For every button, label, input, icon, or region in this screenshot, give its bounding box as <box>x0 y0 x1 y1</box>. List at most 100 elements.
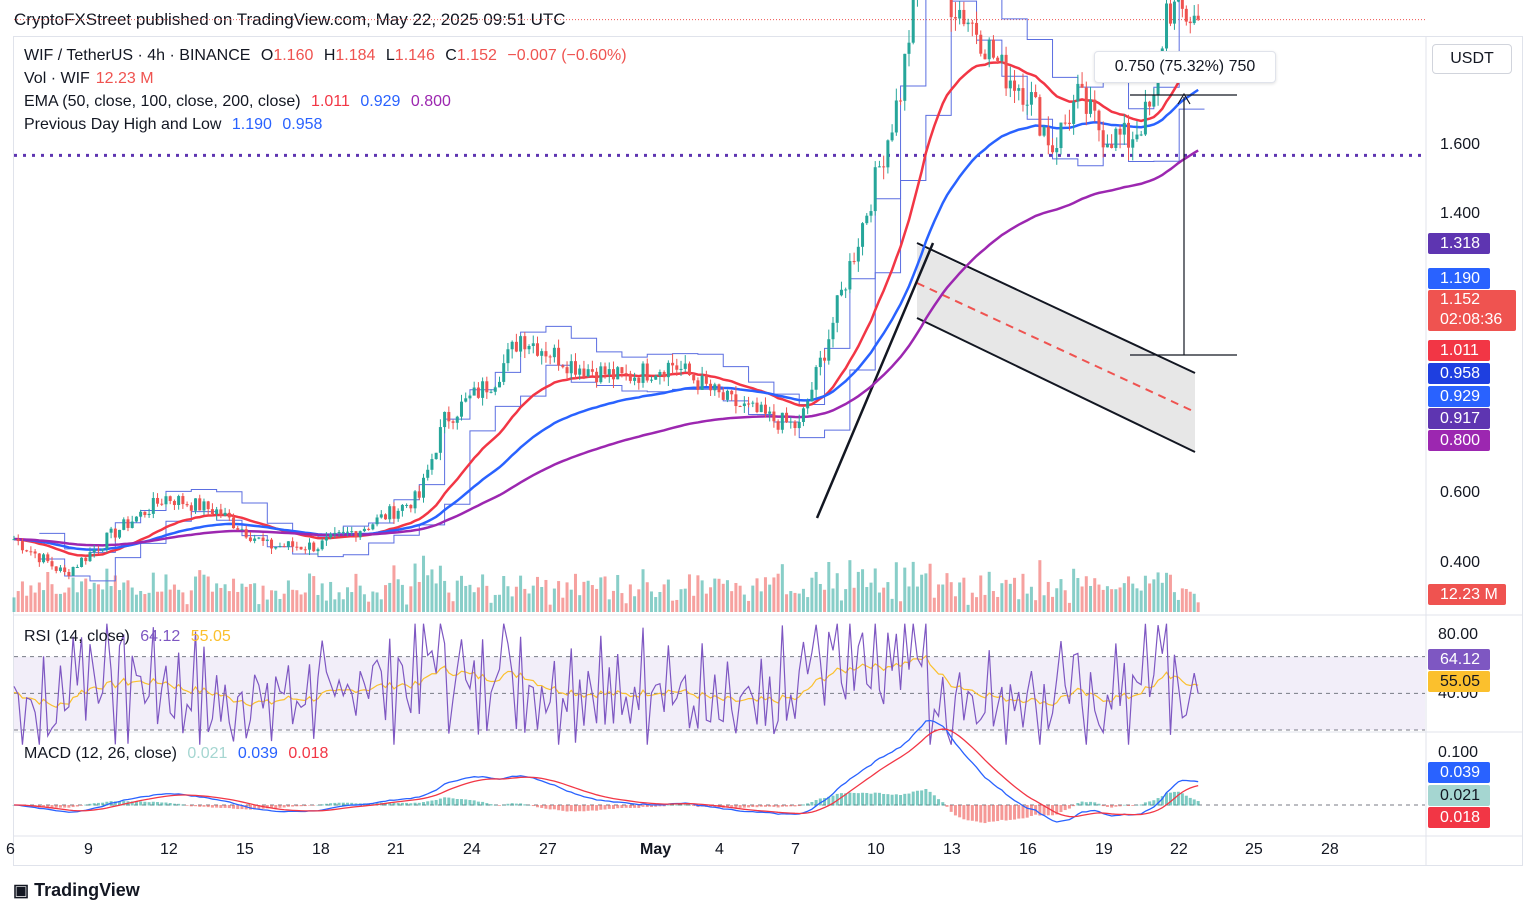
currency-button[interactable]: USDT <box>1432 44 1512 74</box>
volume-bar <box>958 582 962 612</box>
macd-hist-bar <box>1118 805 1122 807</box>
macd-hist-bar <box>1042 805 1046 816</box>
candle <box>785 412 789 423</box>
volume-bar <box>1025 593 1029 612</box>
candle <box>324 537 328 541</box>
candle <box>713 384 717 391</box>
candle <box>1143 101 1147 135</box>
candle <box>248 537 252 541</box>
volume-bar <box>299 594 303 612</box>
volume-bar <box>687 574 691 612</box>
candle <box>844 289 848 291</box>
volume-bar <box>683 588 687 612</box>
ema-label[interactable]: EMA (50, close, 100, close, 200, close) <box>24 93 301 110</box>
macd-hist-bar <box>333 802 337 806</box>
time-tick: 19 <box>1095 841 1113 858</box>
macd-hist-bar <box>839 793 843 806</box>
candle <box>493 387 497 392</box>
volume-bar <box>1034 600 1038 612</box>
volume-bar <box>1160 582 1164 612</box>
ema-legend: EMA (50, close, 100, close, 200, close) … <box>24 93 457 111</box>
macd-hist-bar <box>476 801 480 806</box>
candle <box>240 529 244 531</box>
volume-bar <box>105 568 109 612</box>
volume-bar <box>962 577 966 612</box>
pdhl-label[interactable]: Previous Day High and Low <box>24 116 222 133</box>
candle <box>970 22 974 24</box>
candle <box>481 381 485 398</box>
macd-hist-bar <box>742 805 746 808</box>
candle <box>358 531 362 538</box>
volume-bar <box>1072 568 1076 612</box>
macd-label[interactable]: MACD (12, 26, close) <box>24 745 177 762</box>
candle <box>223 512 227 516</box>
volume-label[interactable]: Vol · WIF <box>24 70 90 87</box>
volume-bar <box>569 589 573 612</box>
candle <box>502 363 506 382</box>
macd-hist-bar <box>96 802 100 806</box>
candle <box>143 511 147 516</box>
candle <box>987 39 991 60</box>
volume-bar <box>578 595 582 612</box>
volume-bar <box>953 596 957 612</box>
candle <box>759 404 763 413</box>
volume-bar <box>189 590 193 612</box>
candle <box>405 504 409 506</box>
macd-hist-bar <box>1110 805 1114 808</box>
candle <box>312 542 316 552</box>
candle <box>219 509 223 516</box>
volume-bar <box>1156 572 1160 612</box>
volume-bar <box>426 575 430 612</box>
ema200-value: 0.800 <box>410 93 451 110</box>
macd-hist-bar <box>497 805 501 806</box>
rsi-label[interactable]: RSI (14, close) <box>24 628 130 645</box>
macd-hist-bar <box>924 789 928 806</box>
volume-bar <box>835 573 839 612</box>
macd-hist-bar <box>856 793 860 806</box>
volume-bar <box>540 586 544 612</box>
candle <box>409 504 413 509</box>
volume-bar <box>890 598 894 612</box>
volume-bar <box>472 592 476 612</box>
candle <box>88 552 92 562</box>
volume-bar <box>675 599 679 612</box>
symbol-name[interactable]: WIF / TetherUS · 4h · BINANCE <box>24 47 251 64</box>
macd-hist-bar <box>160 802 164 806</box>
volume-bar <box>755 578 759 612</box>
volume-bar <box>240 583 244 612</box>
volume-bar <box>219 587 223 612</box>
macd-hist-bar <box>1080 801 1084 806</box>
macd-hist-bar <box>1184 795 1188 806</box>
candle <box>71 567 75 576</box>
time-tick: 6 <box>6 841 15 858</box>
macd-hist-bar <box>303 805 307 807</box>
candle <box>1046 127 1050 146</box>
measure-label: 0.750 (75.32%) 750 <box>1094 51 1276 83</box>
volume-bar <box>248 584 252 612</box>
macd-hist-bar <box>801 804 805 806</box>
volume-bar <box>658 591 662 612</box>
candle <box>160 503 164 505</box>
volume-bar <box>316 594 320 612</box>
volume-bar <box>970 592 974 612</box>
volume-bar <box>1172 592 1176 612</box>
channel-mid <box>916 282 1196 413</box>
candle <box>700 375 704 390</box>
macd-hist-bar <box>198 805 202 807</box>
macd-hist-bar <box>1097 803 1101 806</box>
macd-hist-bar <box>130 801 134 806</box>
macd-hist-bar <box>793 805 797 807</box>
volume-bar <box>624 603 628 612</box>
macd-hist-bar <box>531 805 535 807</box>
macd-hist-bar <box>730 805 734 808</box>
volume-bar <box>122 582 126 612</box>
candle <box>472 387 476 396</box>
macd-hist-bar <box>535 805 539 808</box>
macd-hist-bar <box>523 804 527 806</box>
macd-hist-bar <box>565 805 569 812</box>
volume-bar <box>983 594 987 612</box>
macd-hist-bar <box>341 802 345 806</box>
candle <box>1127 122 1131 148</box>
candle <box>122 519 126 530</box>
